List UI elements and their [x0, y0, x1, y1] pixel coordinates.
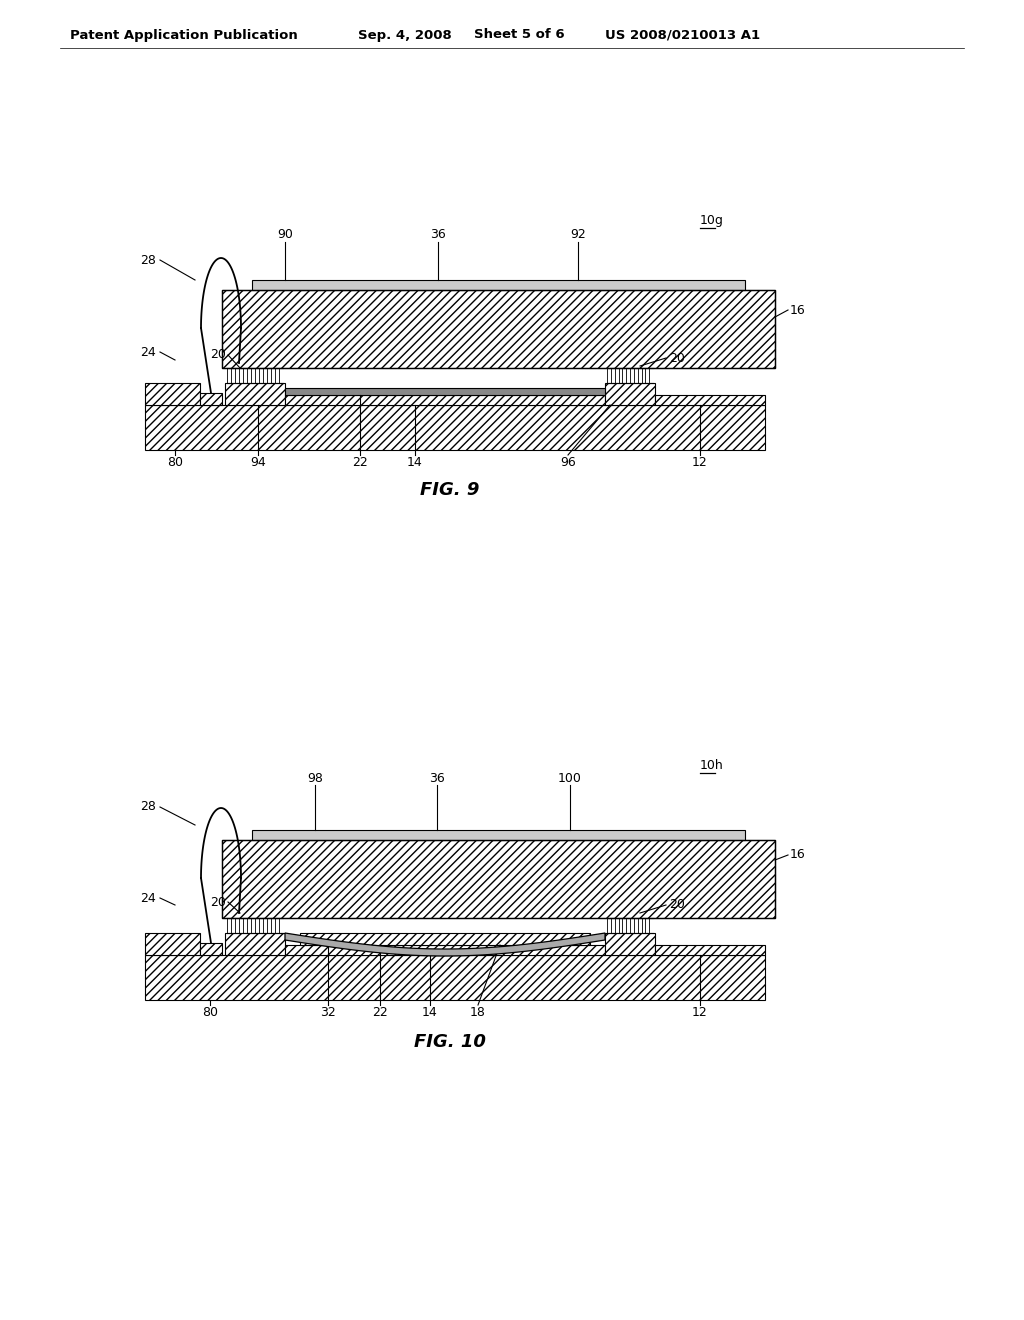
- Text: Sep. 4, 2008: Sep. 4, 2008: [358, 29, 452, 41]
- Text: 20: 20: [210, 348, 226, 362]
- Bar: [300, 933, 590, 945]
- Text: 22: 22: [372, 1006, 388, 1019]
- Text: 90: 90: [278, 228, 293, 242]
- Text: 36: 36: [429, 771, 444, 784]
- Text: 20: 20: [669, 899, 685, 912]
- Text: 14: 14: [408, 455, 423, 469]
- Bar: [200, 942, 222, 954]
- Text: 32: 32: [321, 1006, 336, 1019]
- Text: 28: 28: [140, 800, 156, 813]
- Bar: [222, 840, 775, 917]
- Bar: [285, 945, 605, 954]
- Text: US 2008/0210013 A1: US 2008/0210013 A1: [605, 29, 760, 41]
- Text: 94: 94: [250, 455, 266, 469]
- Text: 10h: 10h: [700, 759, 724, 772]
- Bar: [605, 933, 655, 954]
- Text: 14: 14: [422, 1006, 438, 1019]
- Bar: [145, 383, 200, 405]
- Text: 28: 28: [140, 253, 156, 267]
- Text: Patent Application Publication: Patent Application Publication: [70, 29, 298, 41]
- Polygon shape: [285, 933, 605, 956]
- Bar: [145, 405, 765, 450]
- Bar: [222, 290, 775, 368]
- Text: 80: 80: [202, 1006, 218, 1019]
- Text: 16: 16: [790, 304, 806, 317]
- Bar: [655, 395, 765, 405]
- Bar: [222, 290, 775, 368]
- Bar: [200, 393, 222, 405]
- Text: 96: 96: [560, 455, 575, 469]
- Text: 10g: 10g: [700, 214, 724, 227]
- Bar: [655, 945, 765, 954]
- Bar: [605, 383, 655, 405]
- Text: Sheet 5 of 6: Sheet 5 of 6: [474, 29, 564, 41]
- Bar: [222, 840, 775, 917]
- Bar: [145, 954, 765, 1001]
- Text: 22: 22: [352, 455, 368, 469]
- Text: 12: 12: [692, 1006, 708, 1019]
- Bar: [252, 280, 745, 290]
- Text: 36: 36: [430, 228, 445, 242]
- Bar: [145, 933, 200, 954]
- Text: 80: 80: [167, 455, 183, 469]
- Text: 16: 16: [790, 849, 806, 862]
- Text: 98: 98: [307, 771, 323, 784]
- Text: 20: 20: [669, 351, 685, 364]
- Bar: [285, 395, 605, 405]
- Text: FIG. 10: FIG. 10: [414, 1034, 486, 1051]
- Text: 24: 24: [140, 891, 156, 904]
- Text: 20: 20: [210, 895, 226, 908]
- Bar: [225, 383, 285, 405]
- Text: 24: 24: [140, 346, 156, 359]
- Text: 92: 92: [570, 228, 586, 242]
- Bar: [225, 933, 285, 954]
- Text: 12: 12: [692, 455, 708, 469]
- Text: 18: 18: [470, 1006, 486, 1019]
- Bar: [285, 388, 605, 395]
- Text: FIG. 9: FIG. 9: [420, 480, 479, 499]
- Bar: [252, 830, 745, 840]
- Text: 100: 100: [558, 771, 582, 784]
